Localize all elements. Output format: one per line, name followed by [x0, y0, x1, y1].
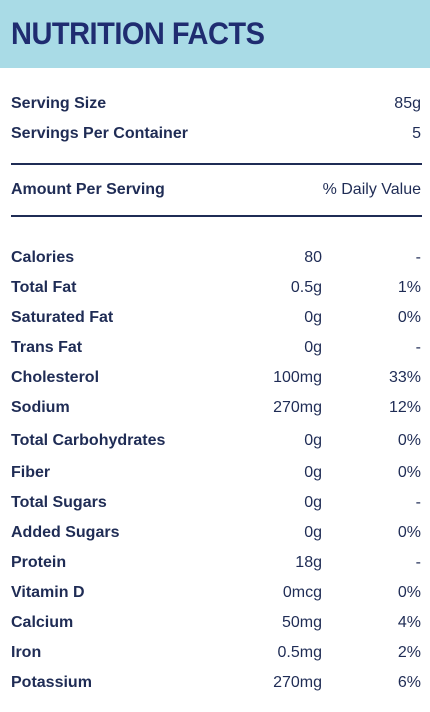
serving-size-label: Serving Size — [11, 95, 107, 112]
nutrient-daily-value: 0% — [397, 309, 421, 326]
nutrient-name: Total Carbohydrates — [11, 431, 166, 449]
nutrient-daily-value: - — [415, 554, 421, 571]
nutrient-name: Iron — [11, 644, 42, 661]
nutrient-daily-value: - — [415, 339, 421, 356]
nutrient-name: Total Fat — [11, 279, 77, 296]
page-title: NUTRITION FACTS — [11, 15, 265, 52]
nutrient-daily-value: 1% — [397, 279, 421, 296]
amount-header-row: Amount Per Serving % Daily Value — [0, 165, 430, 215]
nutrient-name: Cholesterol — [11, 369, 100, 386]
nutrient-name: Protein — [11, 554, 67, 571]
nutrient-amount: 80 — [304, 249, 322, 266]
nutrient-daily-value: - — [415, 494, 421, 511]
nutrient-amount: 0g — [304, 524, 322, 541]
nutrient-amount: 270mg — [273, 674, 322, 691]
nutrient-daily-value: 6% — [397, 674, 421, 691]
table-row: Protein 18g - — [11, 548, 421, 578]
table-row: Trans Fat 0g - — [11, 333, 421, 363]
nutrient-amount: 0g — [304, 339, 322, 356]
nutrient-amount: 0g — [304, 431, 322, 449]
serving-size-value: 85g — [394, 95, 421, 112]
nutrient-name: Fiber — [11, 464, 51, 481]
nutrient-amount: 270mg — [273, 399, 322, 416]
nutrient-daily-value: 0% — [397, 584, 421, 601]
nutrient-name: Total Sugars — [11, 494, 107, 511]
table-row: Iron 0.5mg 2% — [11, 638, 421, 668]
table-row: Total Carbohydrates 0g 0% — [11, 423, 421, 458]
table-row: Calcium 50mg 4% — [11, 608, 421, 638]
nutrient-daily-value: 4% — [397, 614, 421, 631]
serving-size-row: Serving Size 85g — [11, 89, 421, 119]
nutrient-daily-value: 0% — [397, 464, 421, 481]
header-bar: NUTRITION FACTS — [0, 0, 430, 68]
table-row: Potassium 270mg 6% — [11, 668, 421, 698]
nutrient-daily-value: 2% — [397, 644, 421, 661]
nutrient-name: Added Sugars — [11, 524, 120, 541]
divider-bottom — [11, 215, 422, 217]
amount-per-serving-label: Amount Per Serving — [11, 181, 165, 198]
table-row: Total Fat 0.5g 1% — [11, 273, 421, 303]
nutrient-amount: 0.5mg — [277, 644, 322, 661]
nutrient-name: Vitamin D — [11, 584, 85, 601]
nutrient-daily-value: 0% — [397, 524, 421, 541]
serving-info: Serving Size 85g Servings Per Container … — [0, 89, 430, 149]
nutrient-name: Calcium — [11, 614, 74, 631]
daily-value-label: % Daily Value — [322, 181, 421, 198]
nutrient-name: Trans Fat — [11, 339, 83, 356]
nutrient-amount: 0g — [304, 309, 322, 326]
table-row: Fiber 0g 0% — [11, 458, 421, 488]
nutrient-amount: 18g — [295, 554, 322, 571]
nutrient-amount: 0g — [304, 494, 322, 511]
table-row: Calories 80 - — [11, 243, 421, 273]
nutrient-daily-value: 0% — [397, 431, 421, 449]
nutrient-name: Potassium — [11, 674, 92, 691]
table-row: Vitamin D 0mcg 0% — [11, 578, 421, 608]
servings-per-container-label: Servings Per Container — [11, 125, 188, 142]
nutrient-daily-value: 12% — [388, 399, 421, 416]
servings-per-container-value: 5 — [412, 125, 421, 142]
table-row: Total Sugars 0g - — [11, 488, 421, 518]
nutrient-name: Saturated Fat — [11, 309, 114, 326]
nutrient-daily-value: - — [415, 249, 421, 266]
nutrient-amount: 50mg — [281, 614, 322, 631]
nutrient-table: Calories 80 - Total Fat 0.5g 1% Saturate… — [0, 243, 430, 698]
table-row: Added Sugars 0g 0% — [11, 518, 421, 548]
nutrient-name: Calories — [11, 249, 75, 266]
divider-top — [11, 163, 422, 165]
nutrient-daily-value: 33% — [388, 369, 421, 386]
nutrient-amount: 100mg — [273, 369, 322, 386]
table-row: Saturated Fat 0g 0% — [11, 303, 421, 333]
servings-per-container-row: Servings Per Container 5 — [11, 119, 421, 149]
nutrient-amount: 0mcg — [282, 584, 322, 601]
nutrient-amount: 0g — [304, 464, 322, 481]
nutrient-name: Sodium — [11, 399, 70, 416]
nutrient-amount: 0.5g — [290, 279, 322, 296]
table-row: Cholesterol 100mg 33% — [11, 363, 421, 393]
table-row: Sodium 270mg 12% — [11, 393, 421, 423]
